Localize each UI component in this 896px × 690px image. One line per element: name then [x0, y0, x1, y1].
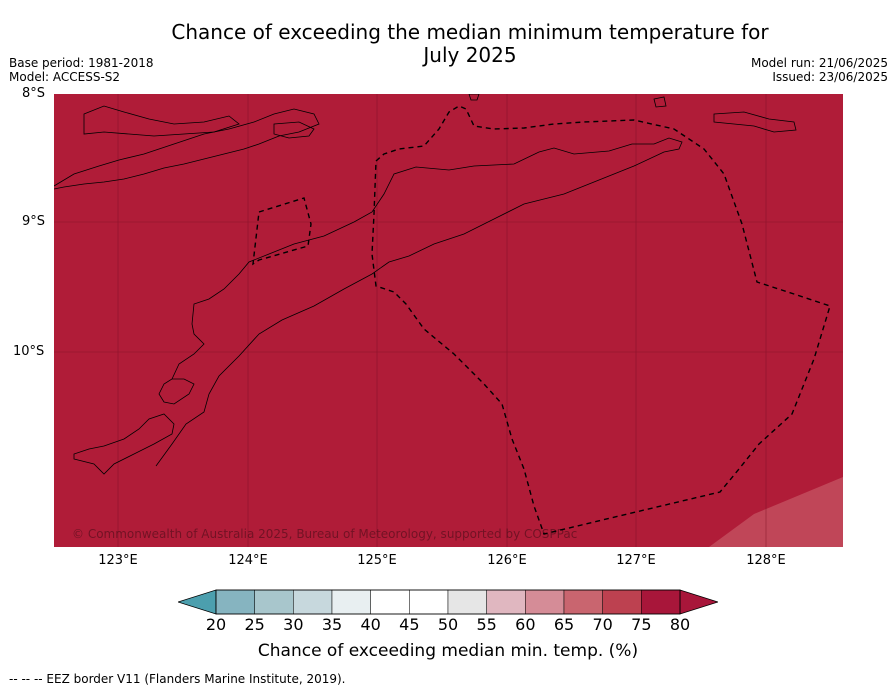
- lat-label-10s: 10°S: [13, 344, 45, 359]
- lat-label-8s: 8°S: [22, 86, 46, 101]
- issued-text: Issued: 23/06/2025: [772, 70, 888, 84]
- colorbar-tick-label: 30: [283, 615, 304, 634]
- coastlines: [54, 94, 797, 475]
- rote-island: [73, 413, 175, 475]
- colorbar-frame: [215, 589, 681, 615]
- lon-label-127e: 127°E: [616, 553, 656, 568]
- base-period-text: Base period: 1981-2018: [9, 56, 154, 70]
- colorbar-tick-label: 20: [205, 615, 227, 634]
- colorbar-bin: [409, 589, 449, 615]
- model-run-text: Model run: 21/06/2025: [750, 56, 888, 70]
- colorbar-bin: [563, 589, 603, 615]
- model-text: Model: ACCESS-S2: [9, 70, 121, 84]
- eez-border: [252, 105, 831, 535]
- colorbar-tick-label: 65: [553, 615, 575, 634]
- colorbar-bin: [525, 589, 565, 615]
- colorbar-tick-label: 60: [515, 615, 536, 634]
- colorbar-tick-label: 50: [437, 615, 459, 634]
- lon-label-123e: 123°E: [98, 553, 138, 568]
- small-island-2: [468, 94, 480, 101]
- colorbar-tick-label: 70: [592, 615, 613, 634]
- map-title-line-2: July 2025: [423, 43, 517, 67]
- colorbar-bin: [331, 589, 371, 615]
- colorbar-tick-label: 40: [360, 615, 381, 634]
- colorbar-bin: [447, 589, 487, 615]
- colorbar-tick-label: 55: [476, 615, 497, 634]
- lower-probability-patch: [709, 477, 843, 547]
- colorbar-bin: [641, 589, 681, 615]
- colorbar-tick-label: 75: [631, 615, 652, 634]
- colorbar-tick-label: 25: [244, 615, 265, 634]
- lon-label-124e: 124°E: [228, 553, 268, 568]
- lon-label-125e: 125°E: [357, 553, 397, 568]
- alor-island: [273, 121, 315, 139]
- lon-label-128e: 128°E: [746, 553, 786, 568]
- copyright-notice: © Commonwealth of Australia 2025, Bureau…: [72, 527, 578, 541]
- colorbar-bins: [215, 589, 681, 615]
- colorbar-bin: [254, 589, 294, 615]
- wetar-island: [713, 111, 797, 133]
- timor-coastline: [155, 137, 683, 467]
- lon-label-126e: 126°E: [487, 553, 527, 568]
- probability-fill: [54, 94, 843, 547]
- colorbar-bin: [215, 589, 255, 615]
- flores-coast: [54, 108, 320, 190]
- colorbar: [178, 589, 718, 615]
- lat-label-9s: 9°S: [22, 214, 46, 229]
- colorbar-tick-label: 80: [669, 615, 691, 634]
- colorbar-tick-label: 45: [399, 615, 420, 634]
- forecast-map: [54, 94, 843, 547]
- map-title-line-1: Chance of exceeding the median minimum t…: [171, 20, 769, 44]
- colorbar-label: Chance of exceeding median min. temp. (%…: [257, 641, 639, 661]
- colorbar-bin: [602, 589, 642, 615]
- eez-border-footnote: -- -- -- EEZ border V11 (Flanders Marine…: [9, 672, 346, 686]
- flores-north: [83, 105, 240, 137]
- colorbar-bin: [293, 589, 333, 615]
- colorbar-bin: [486, 589, 526, 615]
- colorbar-bin: [370, 589, 410, 615]
- colorbar-left-extend: [178, 589, 217, 615]
- small-island-1: [653, 96, 667, 108]
- colorbar-tick-label: 35: [321, 615, 343, 634]
- colorbar-right-extend: [679, 589, 718, 615]
- graticule: [54, 94, 843, 547]
